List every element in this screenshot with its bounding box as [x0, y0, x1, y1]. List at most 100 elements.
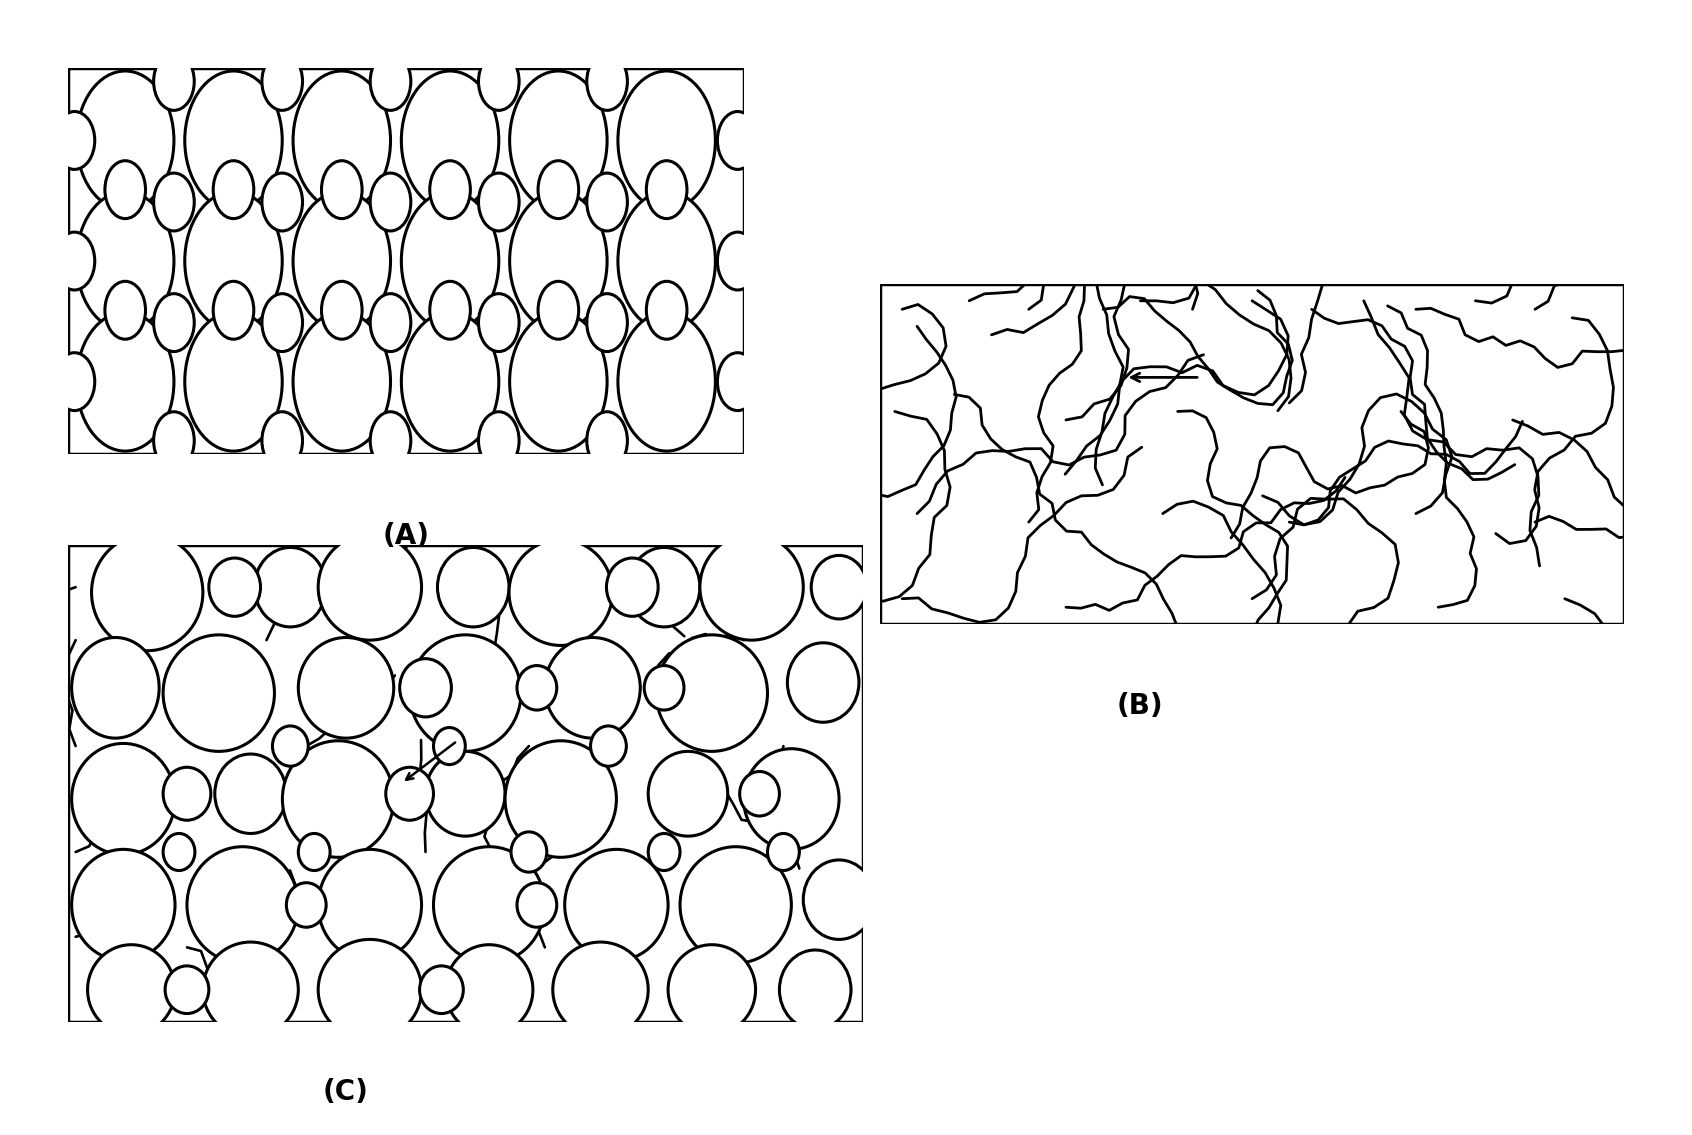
Ellipse shape: [680, 847, 792, 964]
Ellipse shape: [645, 665, 684, 711]
Ellipse shape: [433, 847, 545, 964]
Ellipse shape: [76, 72, 174, 210]
Ellipse shape: [262, 52, 303, 110]
Ellipse shape: [54, 353, 95, 411]
Ellipse shape: [700, 535, 804, 640]
Ellipse shape: [618, 72, 716, 210]
Ellipse shape: [587, 294, 628, 352]
Ellipse shape: [479, 294, 519, 352]
Ellipse shape: [804, 860, 875, 940]
Ellipse shape: [591, 726, 626, 766]
Ellipse shape: [162, 833, 195, 871]
Ellipse shape: [780, 950, 851, 1029]
Ellipse shape: [162, 767, 212, 821]
Ellipse shape: [401, 72, 499, 210]
Ellipse shape: [401, 312, 499, 451]
Ellipse shape: [154, 294, 195, 352]
Ellipse shape: [286, 883, 327, 927]
Ellipse shape: [371, 412, 411, 470]
Ellipse shape: [262, 173, 303, 230]
Ellipse shape: [479, 412, 519, 470]
Ellipse shape: [318, 849, 421, 960]
Ellipse shape: [166, 966, 208, 1014]
Ellipse shape: [409, 634, 521, 751]
Text: (C): (C): [323, 1078, 369, 1107]
Ellipse shape: [509, 72, 607, 210]
Ellipse shape: [184, 192, 283, 330]
Ellipse shape: [154, 173, 195, 230]
Ellipse shape: [646, 161, 687, 219]
Ellipse shape: [254, 547, 327, 627]
Ellipse shape: [203, 942, 298, 1037]
Ellipse shape: [293, 72, 391, 210]
Ellipse shape: [318, 535, 421, 640]
Ellipse shape: [587, 52, 628, 110]
Ellipse shape: [538, 161, 579, 219]
Ellipse shape: [509, 192, 607, 330]
Ellipse shape: [54, 233, 95, 291]
Ellipse shape: [518, 883, 557, 927]
Ellipse shape: [426, 751, 504, 836]
Ellipse shape: [438, 547, 509, 627]
Ellipse shape: [545, 638, 640, 738]
Ellipse shape: [668, 944, 756, 1035]
Text: (B): (B): [1117, 692, 1164, 721]
Ellipse shape: [810, 555, 866, 619]
Ellipse shape: [293, 192, 391, 330]
Ellipse shape: [430, 161, 470, 219]
Ellipse shape: [744, 749, 839, 849]
Ellipse shape: [628, 547, 700, 627]
Ellipse shape: [321, 281, 362, 339]
Ellipse shape: [504, 741, 616, 857]
Ellipse shape: [509, 539, 613, 646]
Ellipse shape: [318, 940, 421, 1040]
Ellipse shape: [71, 638, 159, 738]
Ellipse shape: [717, 111, 758, 169]
Ellipse shape: [293, 312, 391, 451]
Ellipse shape: [88, 944, 174, 1035]
Ellipse shape: [213, 161, 254, 219]
Ellipse shape: [565, 849, 668, 960]
Ellipse shape: [76, 312, 174, 451]
Ellipse shape: [646, 281, 687, 339]
Ellipse shape: [717, 233, 758, 291]
Ellipse shape: [618, 312, 716, 451]
Ellipse shape: [154, 412, 195, 470]
Ellipse shape: [298, 638, 394, 738]
Ellipse shape: [371, 52, 411, 110]
Ellipse shape: [787, 642, 860, 722]
Ellipse shape: [420, 966, 464, 1014]
Ellipse shape: [188, 847, 298, 964]
Ellipse shape: [401, 192, 499, 330]
Ellipse shape: [509, 312, 607, 451]
Ellipse shape: [262, 412, 303, 470]
Ellipse shape: [618, 192, 716, 330]
Ellipse shape: [511, 832, 547, 872]
Ellipse shape: [648, 751, 728, 836]
Ellipse shape: [208, 558, 261, 616]
Ellipse shape: [587, 412, 628, 470]
Ellipse shape: [479, 52, 519, 110]
Ellipse shape: [371, 173, 411, 230]
Ellipse shape: [298, 833, 330, 871]
Text: (A): (A): [382, 522, 430, 550]
Ellipse shape: [430, 281, 470, 339]
Ellipse shape: [739, 772, 780, 816]
Ellipse shape: [399, 658, 452, 717]
Ellipse shape: [184, 312, 283, 451]
Ellipse shape: [321, 161, 362, 219]
Ellipse shape: [648, 833, 680, 871]
Ellipse shape: [215, 754, 286, 833]
Ellipse shape: [105, 161, 146, 219]
Ellipse shape: [606, 558, 658, 616]
Ellipse shape: [54, 111, 95, 169]
Ellipse shape: [71, 849, 174, 960]
Ellipse shape: [184, 72, 283, 210]
Ellipse shape: [283, 741, 394, 857]
Ellipse shape: [553, 942, 648, 1037]
Ellipse shape: [587, 173, 628, 230]
Ellipse shape: [91, 535, 203, 650]
Ellipse shape: [162, 634, 274, 751]
Ellipse shape: [71, 743, 174, 855]
Ellipse shape: [445, 944, 533, 1035]
